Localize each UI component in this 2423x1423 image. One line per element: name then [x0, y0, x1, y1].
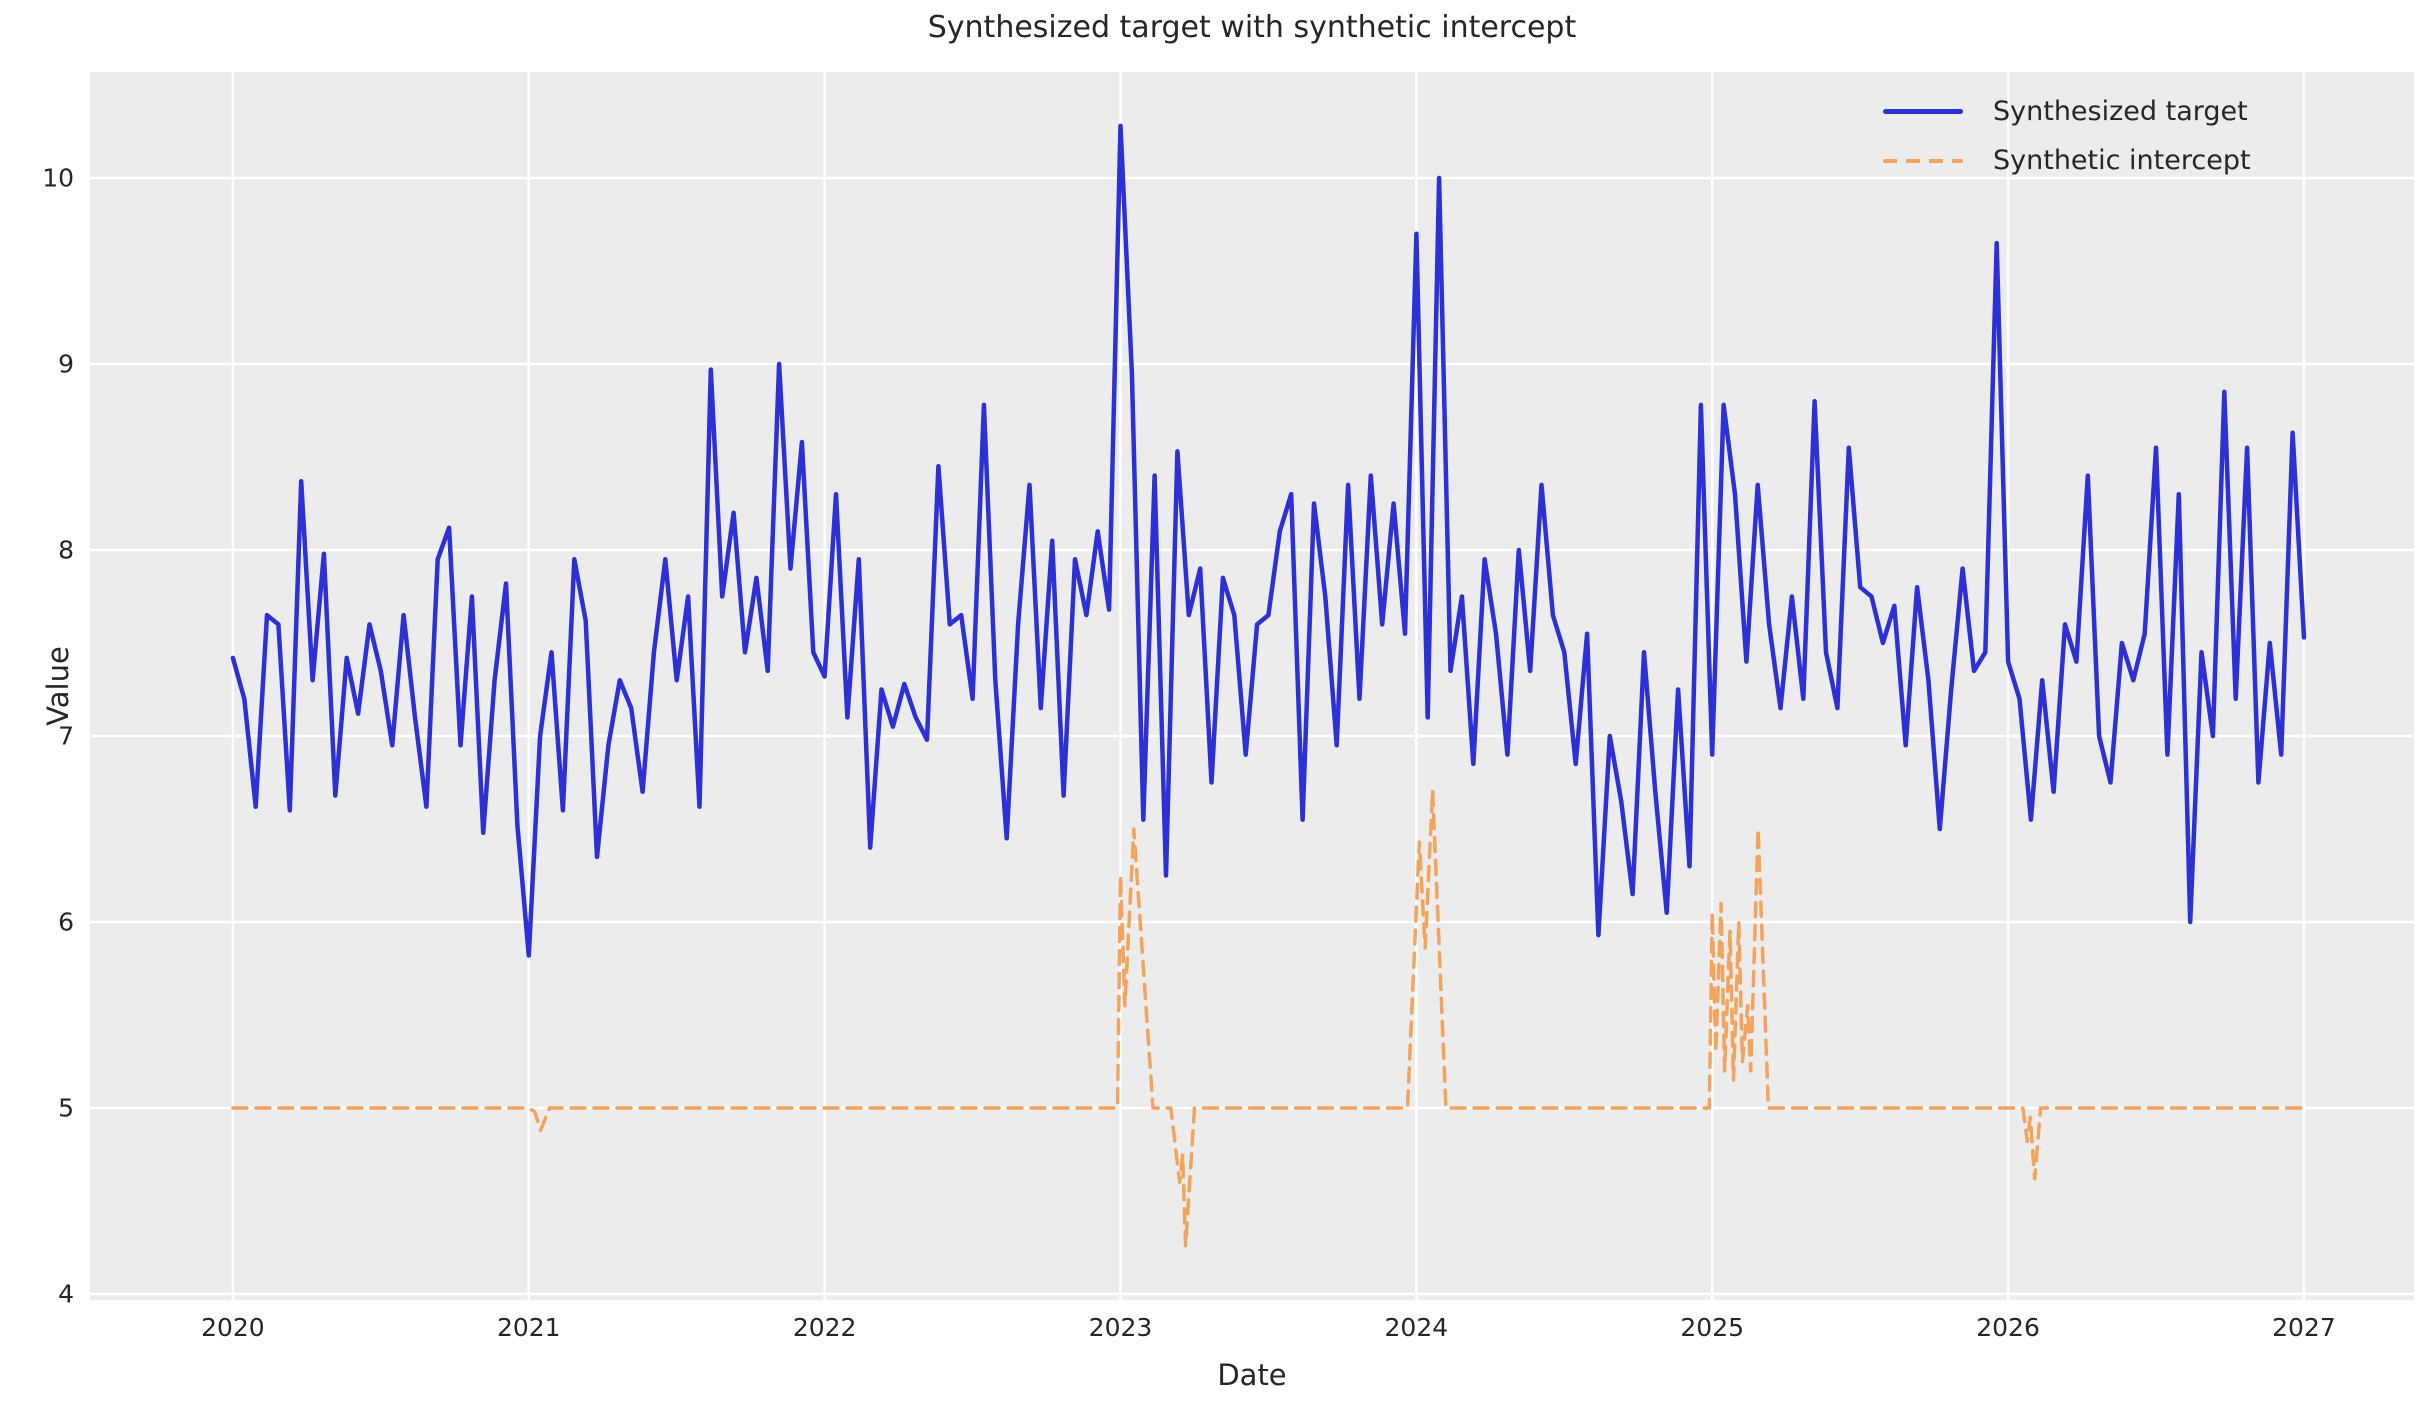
legend-item-intercept: Synthetic intercept — [1883, 145, 2251, 176]
x-tick-label: 2026 — [1976, 1313, 2040, 1342]
y-tick-label: 7 — [58, 721, 74, 751]
x-tick-label: 2022 — [792, 1313, 857, 1342]
legend: Synthesized target Synthetic intercept — [1883, 96, 2251, 176]
series-line-0 — [230, 123, 2307, 958]
x-tick-label: 2027 — [2272, 1313, 2336, 1342]
intercept-line-swatch — [1883, 158, 1963, 163]
y-tick-label: 4 — [58, 1279, 74, 1309]
x-tick-label: 2020 — [201, 1313, 265, 1342]
chart-title: Synthesized target with synthetic interc… — [927, 10, 1577, 45]
x-axis-label: Date — [1217, 1358, 1287, 1392]
x-tick-label: 2024 — [1384, 1313, 1449, 1342]
x-tick-label: 2025 — [1680, 1313, 1745, 1342]
x-tick-label: 2021 — [496, 1313, 561, 1342]
y-tick-label: 8 — [58, 535, 74, 565]
legend-label-target: Synthesized target — [1993, 96, 2248, 127]
y-axis-label: Value — [40, 646, 75, 726]
y-tick-label: 10 — [42, 163, 74, 193]
y-tick-label: 6 — [58, 907, 74, 937]
legend-label-intercept: Synthetic intercept — [1993, 145, 2251, 176]
legend-item-target: Synthesized target — [1883, 96, 2251, 127]
x-tick-label: 2023 — [1088, 1313, 1153, 1342]
y-tick-label: 5 — [58, 1093, 74, 1123]
y-tick-label: 9 — [58, 349, 74, 379]
target-line-swatch — [1883, 109, 1963, 114]
